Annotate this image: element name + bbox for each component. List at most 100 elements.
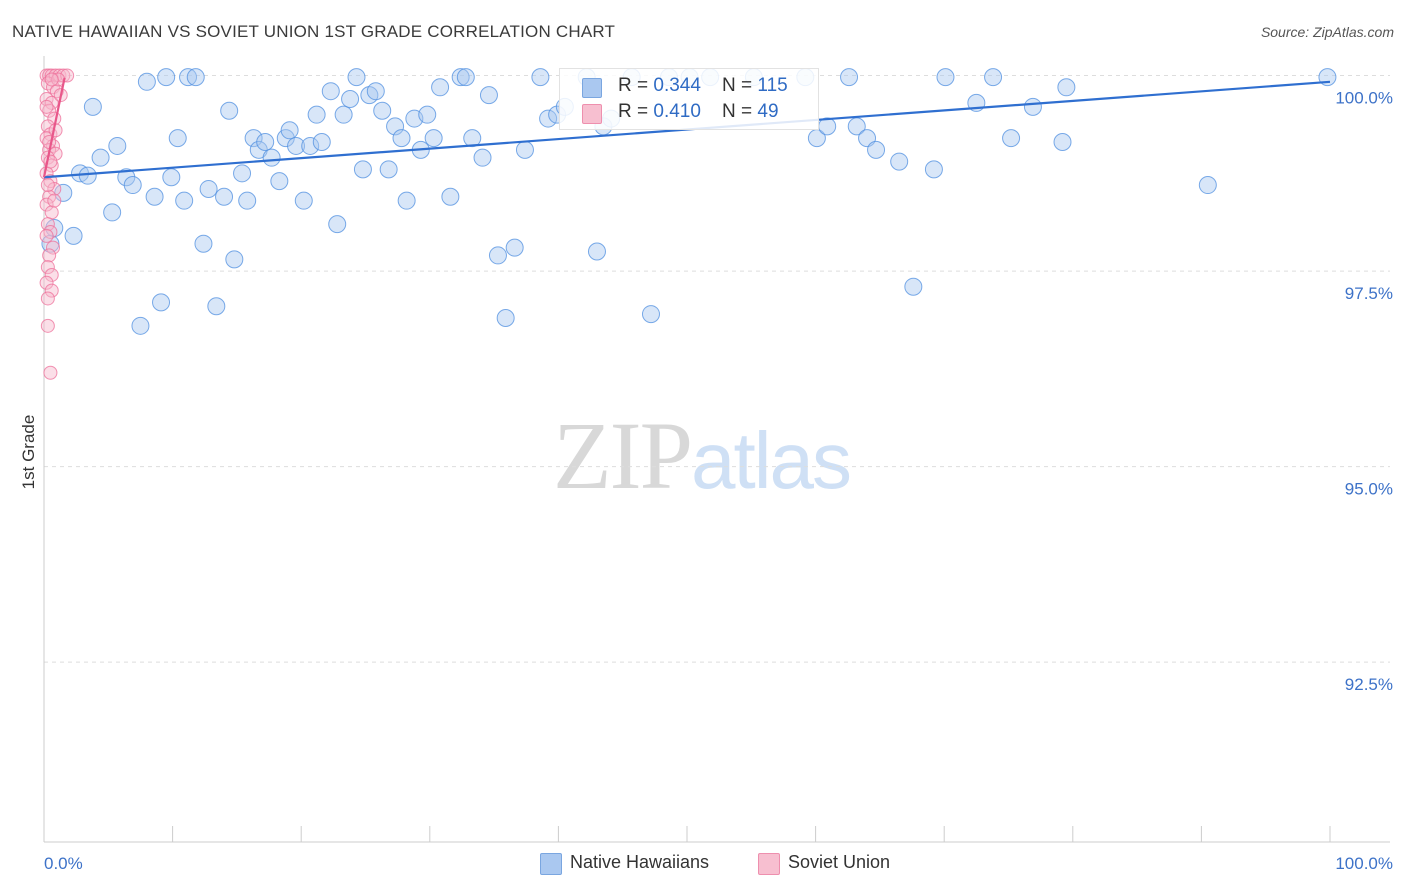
- data-point-native-hawaiians: [1198, 176, 1217, 195]
- data-point-native-hawaiians: [312, 133, 331, 152]
- legend-swatch-pink: [582, 104, 602, 124]
- data-point-native-hawaiians: [392, 129, 411, 148]
- data-point-native-hawaiians: [294, 191, 313, 210]
- chart-title: NATIVE HAWAIIAN VS SOVIET UNION 1ST GRAD…: [12, 22, 616, 41]
- data-point-native-hawaiians: [641, 305, 660, 324]
- data-point-native-hawaiians: [1053, 133, 1072, 152]
- data-point-native-hawaiians: [328, 215, 347, 234]
- watermark-atlas: atlas: [691, 416, 852, 505]
- data-point-native-hawaiians: [1023, 97, 1042, 116]
- data-point-native-hawaiians: [479, 86, 498, 105]
- data-point-soviet-union: [42, 135, 57, 150]
- data-point-native-hawaiians: [321, 82, 340, 101]
- data-point-native-hawaiians: [137, 72, 156, 91]
- data-point-native-hawaiians: [103, 203, 122, 222]
- data-point-native-hawaiians: [373, 101, 392, 120]
- data-point-soviet-union: [43, 365, 58, 380]
- data-point-native-hawaiians: [341, 90, 360, 109]
- data-point-soviet-union: [39, 99, 54, 114]
- data-point-soviet-union: [43, 224, 58, 239]
- data-point-native-hawaiians: [840, 68, 859, 87]
- data-point-native-hawaiians: [244, 129, 263, 148]
- watermark-zip: ZIP: [553, 402, 693, 509]
- data-point-native-hawaiians: [890, 152, 909, 171]
- data-point-native-hawaiians: [175, 191, 194, 210]
- data-point-native-hawaiians: [924, 160, 943, 179]
- data-point-native-hawaiians: [441, 187, 460, 206]
- data-point-soviet-union: [42, 248, 57, 263]
- n-value: 49: [757, 101, 779, 122]
- data-point-native-hawaiians: [451, 68, 470, 87]
- y-axis-label: 1st Grade: [19, 415, 38, 490]
- data-point-soviet-union: [39, 228, 54, 243]
- data-point-native-hawaiians: [984, 68, 1003, 87]
- data-point-native-hawaiians: [301, 136, 320, 155]
- data-point-native-hawaiians: [179, 68, 198, 87]
- y-tick-label: 95.0%: [1345, 480, 1393, 499]
- y-tick-label: 100.0%: [1335, 89, 1393, 108]
- stats-legend: R = 0.344 N = 115 R = 0.410 N = 49: [559, 68, 819, 130]
- data-point-soviet-union: [39, 197, 54, 212]
- data-point-native-hawaiians: [287, 136, 306, 155]
- data-point-native-hawaiians: [539, 109, 558, 128]
- data-point-native-hawaiians: [334, 105, 353, 124]
- r-label: R =: [618, 75, 654, 96]
- data-point-native-hawaiians: [515, 140, 534, 159]
- data-point-soviet-union: [39, 275, 54, 290]
- data-point-native-hawaiians: [1057, 78, 1076, 97]
- legend-swatch-native-hawaiians: [540, 853, 562, 875]
- data-point-soviet-union: [46, 240, 61, 255]
- data-point-native-hawaiians: [207, 297, 226, 316]
- data-point-native-hawaiians: [220, 101, 239, 120]
- data-point-native-hawaiians: [587, 242, 606, 261]
- data-point-soviet-union: [44, 205, 59, 220]
- data-point-native-hawaiians: [131, 316, 150, 335]
- data-point-native-hawaiians: [157, 68, 176, 87]
- r-value: 0.410: [653, 101, 701, 122]
- data-point-native-hawaiians: [199, 179, 218, 198]
- x-tick-label: 100.0%: [1335, 854, 1393, 873]
- data-point-native-hawaiians: [270, 172, 289, 191]
- data-point-native-hawaiians: [238, 191, 257, 210]
- data-point-native-hawaiians: [256, 133, 275, 152]
- n-label: N =: [722, 101, 758, 122]
- x-tick-label: 0.0%: [44, 854, 83, 873]
- data-point-native-hawaiians: [505, 238, 524, 257]
- data-point-native-hawaiians: [64, 226, 83, 245]
- data-point-soviet-union: [44, 283, 59, 298]
- data-point-native-hawaiians: [531, 68, 550, 87]
- n-value: 115: [757, 75, 788, 96]
- data-point-native-hawaiians: [280, 121, 299, 140]
- data-point-soviet-union: [40, 260, 55, 275]
- data-point-native-hawaiians: [215, 187, 234, 206]
- data-point-native-hawaiians: [168, 129, 187, 148]
- data-point-soviet-union: [40, 217, 55, 232]
- data-point-native-hawaiians: [123, 176, 142, 195]
- trendline-soviet-union: [42, 77, 66, 178]
- data-point-native-hawaiians: [488, 246, 507, 265]
- data-point-soviet-union: [42, 103, 57, 118]
- legend-label-soviet-union: Soviet Union: [788, 852, 891, 872]
- data-point-soviet-union: [40, 178, 55, 193]
- data-point-native-hawaiians: [418, 105, 437, 124]
- legend-swatch-soviet-union: [758, 853, 780, 875]
- n-label: N =: [722, 75, 758, 96]
- data-point-native-hawaiians: [867, 140, 886, 159]
- data-point-soviet-union: [44, 267, 59, 282]
- data-point-native-hawaiians: [145, 187, 164, 206]
- data-point-native-hawaiians: [473, 148, 492, 167]
- source-credit: Source: ZipAtlas.com: [1260, 24, 1394, 40]
- legend-swatch-blue: [582, 78, 602, 98]
- data-point-native-hawaiians: [463, 129, 482, 148]
- data-point-native-hawaiians: [496, 309, 515, 327]
- data-point-native-hawaiians: [162, 168, 181, 187]
- data-point-native-hawaiians: [262, 148, 281, 167]
- watermark: ZIPatlas: [553, 400, 852, 511]
- r-value: 0.344: [653, 75, 701, 96]
- data-point-native-hawaiians: [353, 160, 372, 179]
- data-point-native-hawaiians: [78, 166, 97, 185]
- data-point-native-hawaiians: [431, 78, 450, 97]
- y-tick-label: 92.5%: [1345, 675, 1393, 694]
- legend-label-native-hawaiians: Native Hawaiians: [570, 852, 710, 872]
